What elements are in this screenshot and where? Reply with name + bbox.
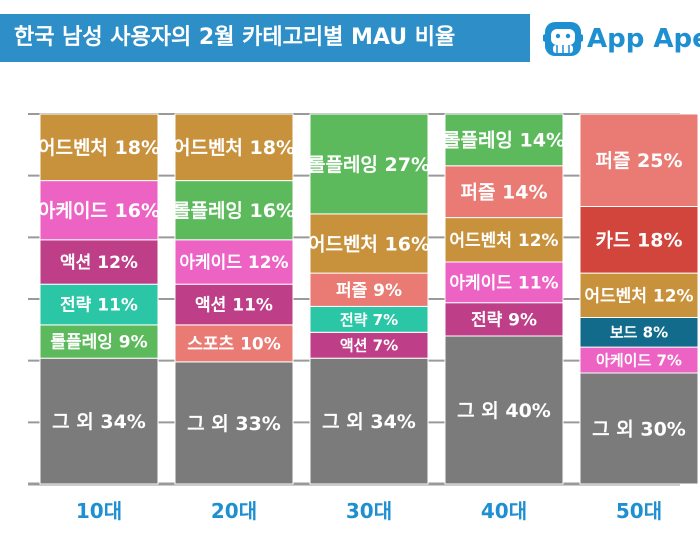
bar-segment bbox=[174, 239, 294, 285]
data-label: 어드벤처 18% bbox=[38, 137, 160, 159]
data-label: 그 외 40% bbox=[457, 400, 551, 422]
bar-segment bbox=[309, 113, 429, 215]
bar-segment bbox=[579, 346, 699, 374]
data-label: 전략 7% bbox=[340, 311, 398, 329]
bar-segment bbox=[309, 357, 429, 485]
data-label: 아케이드 7% bbox=[596, 351, 682, 369]
data-label: 롤플레잉 27% bbox=[308, 154, 430, 176]
data-label: 액션 11% bbox=[195, 296, 273, 316]
x-tick-label: 30대 bbox=[346, 499, 392, 523]
bar-segment bbox=[579, 272, 699, 319]
data-label: 그 외 30% bbox=[592, 418, 686, 440]
ape-face-icon bbox=[542, 22, 584, 56]
bar-segment bbox=[39, 357, 159, 485]
data-label: 퍼즐 9% bbox=[336, 281, 402, 301]
bar-segment bbox=[444, 261, 564, 304]
data-label: 롤플레잉 14% bbox=[443, 130, 565, 152]
data-label: 보드 8% bbox=[610, 324, 668, 342]
x-tick-label: 40대 bbox=[481, 499, 527, 523]
bar-segment bbox=[174, 180, 294, 241]
data-label: 그 외 34% bbox=[322, 411, 416, 433]
data-label: 롤플레잉 16% bbox=[173, 200, 295, 222]
bar-segment bbox=[579, 113, 699, 207]
bar-segment bbox=[444, 302, 564, 337]
bar-segment bbox=[309, 331, 429, 359]
data-label: 어드벤처 12% bbox=[584, 286, 693, 306]
bar-segment bbox=[444, 217, 564, 263]
title-banner: 한국 남성 사용자의 2월 카테고리별 MAU 비율 bbox=[0, 14, 530, 62]
bar-segment bbox=[39, 283, 159, 326]
chart-title: 한국 남성 사용자의 2월 카테고리별 MAU 비율 bbox=[14, 25, 456, 50]
bar-segment bbox=[309, 213, 429, 274]
bar-segment bbox=[579, 206, 699, 274]
bar-stacks: 그 외 34% 롤플레잉 9% 전략 11% 액션 12% 아케이드 16% 어드벤처 1… bbox=[38, 113, 699, 485]
data-label: 롤플레잉 9% bbox=[50, 333, 147, 353]
bar-segment bbox=[174, 283, 294, 326]
data-label: 전략 9% bbox=[471, 310, 537, 330]
x-tick-label: 10대 bbox=[76, 499, 122, 523]
bar-segment bbox=[39, 180, 159, 241]
app-ape-logo: App Ape bbox=[542, 18, 700, 60]
data-label: 아케이드 12% bbox=[179, 253, 288, 273]
bar-segment bbox=[174, 361, 294, 485]
data-label: 아케이드 11% bbox=[449, 273, 558, 293]
logo-text: App Ape bbox=[587, 24, 700, 54]
data-label: 퍼즐 14% bbox=[460, 182, 547, 204]
x-tick-label: 20대 bbox=[211, 499, 257, 523]
data-label: 카드 18% bbox=[595, 230, 682, 252]
bar-segment bbox=[309, 305, 429, 333]
bar-segment bbox=[444, 335, 564, 485]
data-label: 그 외 34% bbox=[52, 411, 146, 433]
x-axis-labels: 10대 20대 30대 40대 50대 bbox=[76, 499, 662, 523]
bar-segment bbox=[174, 113, 294, 182]
bar-segment bbox=[309, 272, 429, 307]
data-label: 퍼즐 25% bbox=[595, 150, 682, 172]
data-label: 어드벤처 16% bbox=[308, 233, 430, 255]
data-label: 아케이드 16% bbox=[38, 200, 160, 222]
data-label: 스포츠 10% bbox=[187, 335, 281, 355]
bar-segment bbox=[444, 113, 564, 167]
data-label: 어드벤처 18% bbox=[173, 137, 295, 159]
bar-segment bbox=[444, 165, 564, 219]
x-tick-label: 50대 bbox=[616, 499, 662, 523]
data-label: 어드벤처 12% bbox=[449, 231, 558, 251]
bar-segment bbox=[39, 239, 159, 285]
data-label: 그 외 33% bbox=[187, 413, 281, 435]
data-label: 액션 12% bbox=[60, 253, 138, 273]
bar-segment bbox=[39, 113, 159, 182]
data-label: 액션 7% bbox=[340, 337, 398, 355]
data-label: 전략 11% bbox=[60, 296, 138, 316]
